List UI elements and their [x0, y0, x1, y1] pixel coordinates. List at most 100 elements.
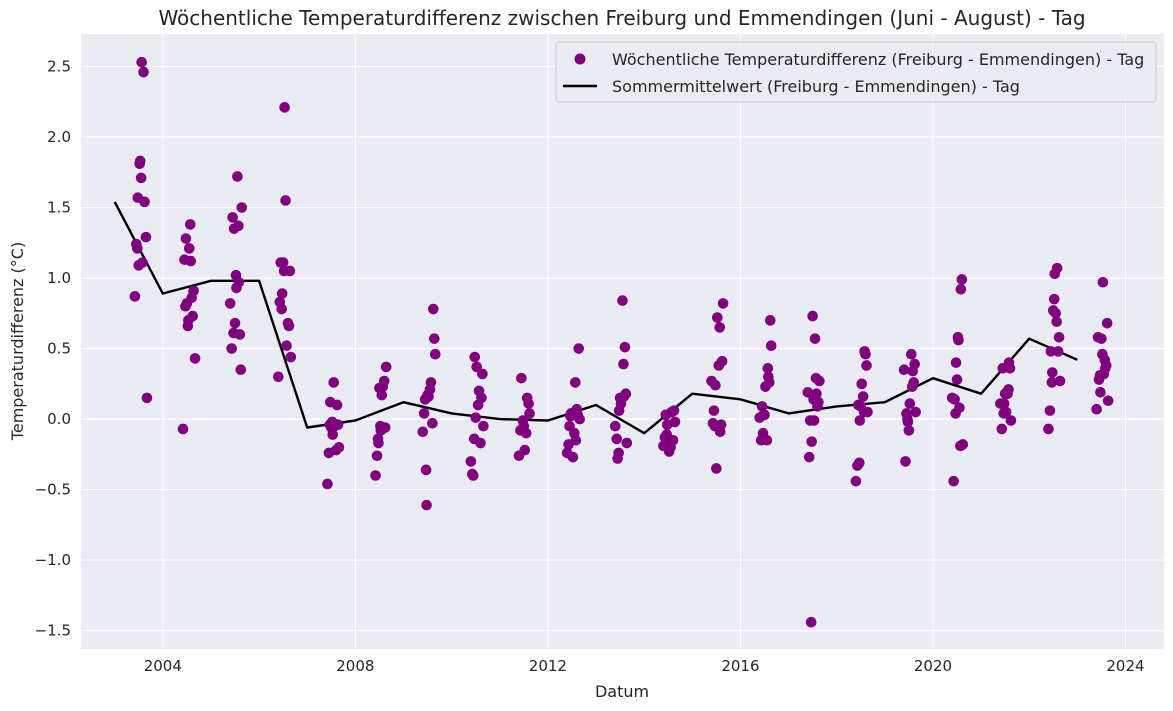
- scatter-point: [380, 361, 392, 373]
- scatter-point: [332, 419, 344, 431]
- y-tick-label: 2.0: [47, 128, 71, 146]
- scatter-point: [427, 418, 438, 429]
- scatter-point: [609, 420, 621, 432]
- scatter-point: [188, 285, 199, 297]
- scatter-point: [715, 419, 727, 431]
- scatter-point: [802, 386, 814, 398]
- scatter-point: [711, 463, 722, 474]
- legend-marker-scatter: [574, 53, 586, 65]
- scatter-point: [714, 322, 726, 333]
- scatter-point: [1050, 307, 1061, 319]
- scatter-point: [273, 371, 284, 383]
- scatter-point: [717, 298, 729, 309]
- scatter-point: [803, 451, 815, 463]
- scatter-point: [998, 398, 1010, 409]
- scatter-point: [141, 392, 153, 404]
- scatter-point: [370, 470, 381, 481]
- scatter-point: [759, 409, 770, 421]
- scatter-point: [276, 303, 288, 315]
- scatter-point: [854, 415, 866, 426]
- scatter-point: [903, 425, 915, 436]
- scatter-point: [1044, 405, 1056, 416]
- scatter-point: [189, 353, 201, 364]
- scatter-point: [331, 399, 343, 411]
- x-tick-label: 2012: [529, 657, 567, 675]
- scatter-point: [137, 257, 148, 268]
- scatter-point: [465, 456, 477, 467]
- scatter-point: [567, 451, 579, 463]
- scatter-point: [809, 333, 821, 344]
- scatter-point: [710, 379, 721, 391]
- y-tick-label: −1.5: [35, 622, 71, 640]
- scatter-point: [949, 394, 960, 405]
- scatter-point: [806, 436, 817, 447]
- scatter-point: [854, 457, 865, 469]
- scatter-point: [475, 437, 486, 449]
- scatter-point: [281, 340, 292, 352]
- scatter-point: [1047, 367, 1058, 378]
- scatter-point: [764, 315, 776, 326]
- scatter-layer: [129, 56, 1114, 628]
- scatter-point: [617, 295, 628, 306]
- scatter-point: [134, 155, 146, 167]
- legend: Wöchentliche Temperaturdifferenz (Freibu…: [555, 41, 1157, 103]
- y-tick-label: −1.0: [35, 551, 71, 569]
- scatter-point: [421, 499, 432, 511]
- scatter-point: [520, 427, 532, 439]
- scatter-point: [283, 320, 295, 332]
- scatter-point: [1054, 375, 1066, 387]
- x-tick-label: 2008: [336, 657, 374, 675]
- legend-label-line: Sommermittelwert (Freiburg - Emmendingen…: [612, 77, 1020, 96]
- y-tick-label: 1.0: [47, 269, 71, 287]
- scatter-point: [180, 233, 192, 244]
- legend-box: [555, 41, 1157, 103]
- scatter-point: [476, 392, 487, 404]
- scatter-point: [224, 298, 236, 309]
- scatter-point: [1052, 346, 1064, 357]
- y-tick-label: −0.5: [35, 481, 71, 499]
- scatter-point: [428, 303, 439, 315]
- scatter-point: [428, 333, 440, 344]
- scatter-point: [519, 444, 531, 456]
- scatter-point: [956, 274, 968, 285]
- scatter-point: [805, 616, 817, 628]
- scatter-point: [570, 377, 581, 388]
- scatter-point: [764, 377, 775, 388]
- chart-title: Wöchentliche Temperaturdifferenz zwische…: [158, 6, 1085, 30]
- scatter-point: [233, 276, 245, 288]
- y-tick-label: 1.5: [47, 198, 71, 216]
- scatter-point: [234, 329, 246, 340]
- scatter-point: [811, 388, 822, 399]
- y-tick-label: 2.5: [47, 57, 71, 75]
- scatter-point: [909, 358, 920, 370]
- scatter-point: [862, 406, 873, 418]
- scatter-point: [1005, 415, 1017, 426]
- scatter-point: [327, 429, 339, 440]
- scatter-point: [1095, 386, 1106, 398]
- scatter-point: [184, 219, 196, 230]
- y-tick-label: 0.0: [47, 410, 71, 428]
- scatter-point: [668, 405, 680, 416]
- scatter-point: [227, 212, 238, 223]
- scatter-point: [129, 291, 141, 302]
- scatter-point: [276, 288, 288, 299]
- scatter-point: [516, 372, 527, 384]
- x-tick-labels: 2004 2008 2012 2016 2020 2024: [144, 657, 1145, 675]
- scatter-point: [813, 396, 824, 408]
- scatter-point: [860, 348, 871, 360]
- scatter-point: [807, 310, 818, 322]
- scatter-point: [184, 243, 195, 254]
- scatter-point: [950, 357, 962, 368]
- scatter-point: [910, 406, 921, 418]
- scatter-point: [955, 284, 967, 295]
- scatter-point: [229, 317, 241, 329]
- scatter-point: [1097, 276, 1109, 288]
- scatter-point: [861, 360, 872, 371]
- scatter-point: [379, 422, 391, 433]
- scatter-point: [756, 401, 768, 412]
- scatter-point: [425, 377, 437, 388]
- scatter-point: [1053, 331, 1065, 343]
- x-tick-label: 2016: [721, 657, 759, 675]
- scatter-point: [1096, 333, 1107, 344]
